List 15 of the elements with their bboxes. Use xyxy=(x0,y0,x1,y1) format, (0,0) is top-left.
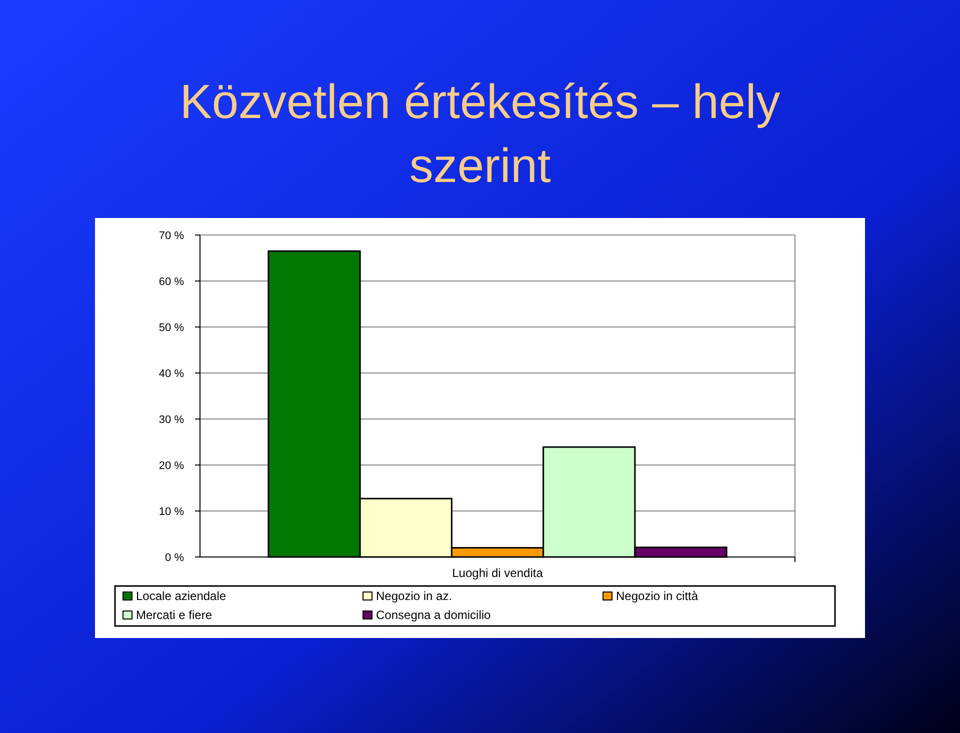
legend-label: Consegna a domicilio xyxy=(376,608,492,622)
y-tick-label: 20 % xyxy=(158,460,184,472)
legend-label: Mercati e fiere xyxy=(136,608,212,622)
y-tick-label: 50 % xyxy=(158,322,184,334)
y-tick-label: 10 % xyxy=(158,506,184,518)
legend-label: Locale aziendale xyxy=(136,589,226,604)
y-tick-label: 60 % xyxy=(158,276,184,288)
x-tick-label: Luoghi di vendita xyxy=(452,566,544,580)
legend-label: Negozio in az. xyxy=(376,589,452,604)
y-tick-label: 0 % xyxy=(165,552,184,564)
y-tick-label: 30 % xyxy=(158,414,184,426)
legend-label: Negozio in città xyxy=(616,589,698,604)
y-tick-label: 40 % xyxy=(158,368,184,380)
y-tick-label: 70 % xyxy=(158,230,184,242)
chart-title: Közvetlen értékesítés – hely szerint xyxy=(180,76,780,193)
